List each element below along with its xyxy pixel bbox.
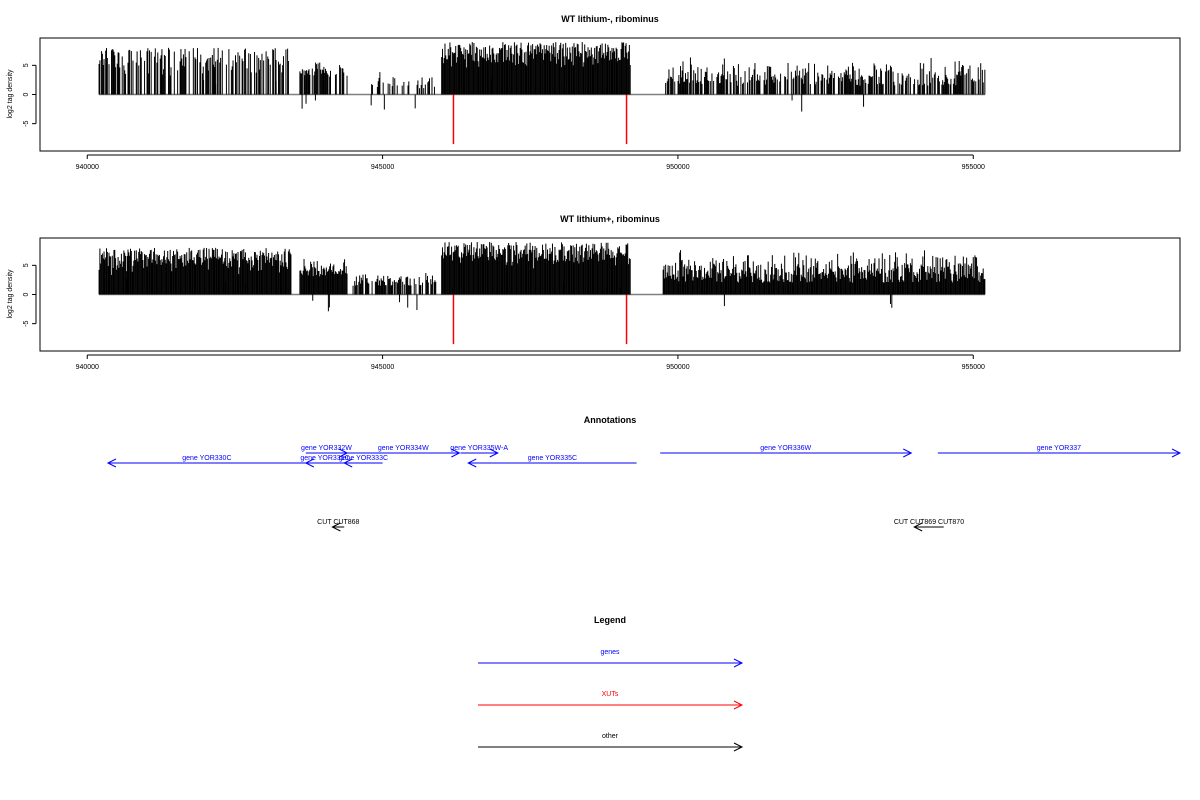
axes: 940000 945000 950000 955000 -5 0 5 [23, 63, 985, 171]
legend-arrow [478, 700, 744, 710]
panel-title: WT lithium+, ribominus [560, 214, 660, 224]
plot-frame [39, 37, 1181, 152]
y-tick-label: 0 [23, 92, 30, 96]
legend-label: XUTs [602, 691, 619, 698]
panel-lithium-plus: WT lithium+, ribominus log2 tag density … [7, 214, 1181, 371]
legend-arrow [478, 742, 744, 752]
x-tick-label: 955000 [962, 164, 985, 171]
panel-lithium-minus: WT lithium-, ribominus log2 tag density … [7, 14, 1181, 171]
plot-frame [39, 237, 1181, 352]
other-label: CUT CUT869 CUT870 [894, 519, 964, 526]
x-tick-label: 945000 [371, 164, 394, 171]
gene-label: gene YOR331C [300, 455, 349, 462]
gene-label: gene YOR335W-A [450, 445, 508, 452]
legend-items: genes XUTs other [478, 649, 744, 752]
x-tick-label: 940000 [76, 164, 99, 171]
legend-label: genes [600, 649, 620, 656]
signal-bars [98, 42, 986, 145]
other-arrow [331, 522, 345, 532]
gene-label: gene YOR337 [1037, 445, 1081, 452]
gene-arrow [460, 448, 499, 458]
gene-label: gene YOR335C [528, 455, 577, 462]
other-tracks: CUT CUT868 CUT CUT869 CUT870 [317, 519, 964, 532]
gene-arrow [304, 458, 345, 468]
gene-arrow [347, 448, 461, 458]
signal-bars [98, 242, 986, 345]
legend-label: other [602, 733, 619, 740]
y-axis-label: log2 tag density [7, 269, 14, 319]
gene-label: gene YOR332W [301, 445, 352, 452]
gene-arrow [106, 458, 306, 468]
legend-arrow [478, 658, 744, 668]
panel-title: WT lithium-, ribominus [561, 14, 659, 24]
y-tick-label: 5 [23, 263, 30, 267]
x-tick-label: 950000 [666, 164, 689, 171]
y-tick-label: -5 [23, 320, 30, 326]
y-tick-label: 0 [23, 292, 30, 296]
annotations-panel: Annotations gene YOR330C gene YOR332W gene… [106, 415, 1182, 532]
gene-arrow [660, 448, 913, 458]
gene-label: gene YOR333C [339, 455, 388, 462]
x-tick-label: 940000 [76, 364, 99, 371]
y-tick-label: -5 [23, 120, 30, 126]
x-tick-label: 955000 [962, 364, 985, 371]
gene-label: gene YOR330C [182, 455, 231, 462]
gene-arrow [937, 448, 1182, 458]
other-arrow [913, 522, 944, 532]
annotations-title: Annotations [584, 415, 637, 425]
legend: Legend genes XUTs other [478, 615, 744, 752]
x-tick-label: 945000 [371, 364, 394, 371]
y-tick-label: 5 [23, 63, 30, 67]
other-label: CUT CUT868 [317, 519, 359, 526]
gene-label: gene YOR336W [760, 445, 811, 452]
x-tick-label: 950000 [666, 364, 689, 371]
legend-title: Legend [594, 615, 626, 625]
gene-arrow [467, 458, 637, 468]
y-axis-label: log2 tag density [7, 69, 14, 119]
gene-label: gene YOR334W [378, 445, 429, 452]
gene-arrow [343, 458, 383, 468]
axes: 940000 945000 950000 955000 -5 0 5 [23, 263, 985, 371]
